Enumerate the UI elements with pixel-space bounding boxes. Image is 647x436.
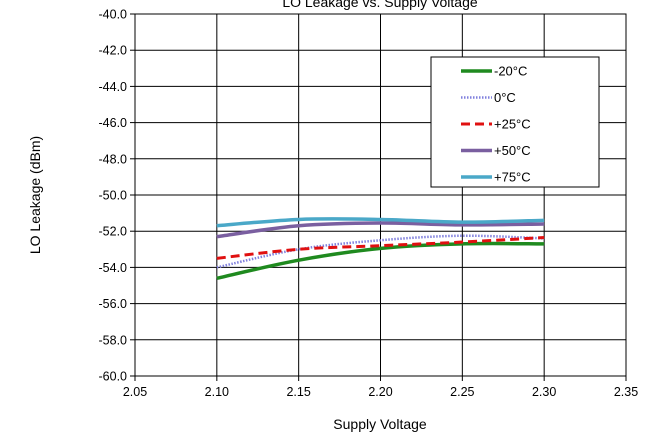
series-line-1 — [216, 241, 545, 280]
series-lines — [216, 217, 545, 280]
legend-label: -20°C — [494, 64, 527, 79]
chart-title: LO Leakage vs. Supply Voltage — [282, 0, 478, 10]
x-tick-label: 2.30 — [532, 385, 556, 399]
legend-box — [430, 56, 600, 188]
y-tick-label: -56.0 — [99, 297, 128, 311]
x-tick-label: 2.05 — [123, 385, 147, 399]
y-tick-label: -44.0 — [99, 80, 128, 94]
y-axis: -40.0 -42.0 -44.0 -46.0 -48.0 -50.0 -52.0 -54.0… — [99, 8, 135, 384]
y-tick-label: -48.0 — [99, 152, 128, 166]
y-tick-label: -52.0 — [99, 225, 128, 239]
x-tick-label: 2.20 — [368, 385, 392, 399]
series-line-4 — [216, 221, 545, 239]
y-tick-label: -42.0 — [99, 44, 128, 58]
x-tick-label: 2.25 — [450, 385, 474, 399]
y-tick-label: -58.0 — [99, 333, 128, 347]
y-axis-title: LO Leakage (dBm) — [27, 136, 43, 254]
x-axis: 2.05 2.10 2.15 2.20 2.25 2.30 2.35 — [123, 376, 638, 399]
series-line-5 — [216, 217, 545, 228]
legend-label: 0°C — [494, 90, 516, 105]
legend-label: +75°C — [494, 170, 531, 185]
x-axis-title: Supply Voltage — [333, 416, 427, 432]
y-tick-label: -40.0 — [99, 8, 128, 22]
legend-label: +25°C — [494, 117, 531, 132]
y-tick-label: -46.0 — [99, 116, 128, 130]
series-line-2 — [216, 234, 545, 269]
x-tick-label: 2.35 — [614, 385, 638, 399]
x-tick-label: 2.10 — [205, 385, 229, 399]
y-tick-label: -50.0 — [99, 189, 128, 203]
y-tick-label: -54.0 — [99, 261, 128, 275]
legend: -20°C 0°C +25°C +50°C +75°C — [430, 56, 600, 188]
series-line-3 — [216, 236, 545, 260]
y-tick-label: -60.0 — [99, 370, 128, 384]
x-tick-label: 2.15 — [286, 385, 310, 399]
legend-label: +50°C — [494, 143, 531, 158]
